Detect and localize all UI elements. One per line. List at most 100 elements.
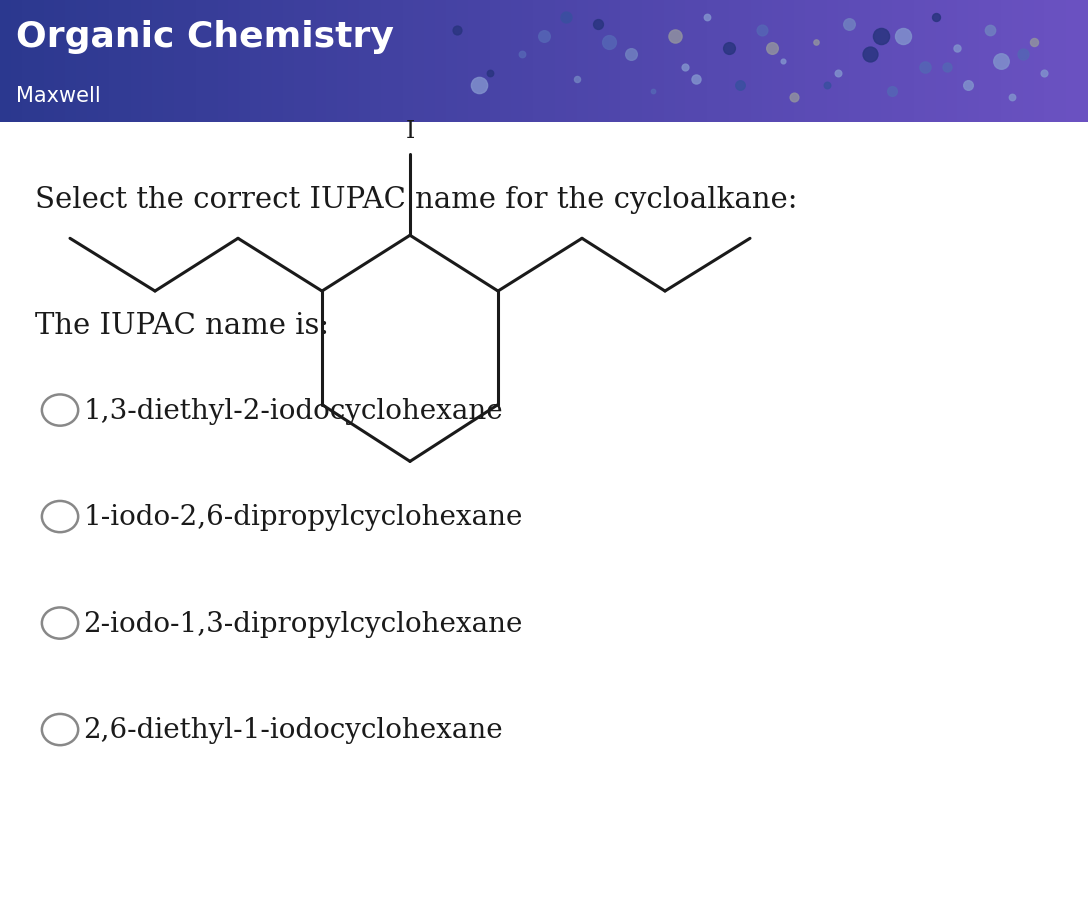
FancyBboxPatch shape [348,0,359,123]
FancyBboxPatch shape [457,0,468,123]
FancyBboxPatch shape [326,0,337,123]
FancyBboxPatch shape [272,0,283,123]
FancyBboxPatch shape [566,0,577,123]
FancyBboxPatch shape [533,0,544,123]
FancyBboxPatch shape [185,0,196,123]
FancyBboxPatch shape [979,0,990,123]
FancyBboxPatch shape [675,0,685,123]
FancyBboxPatch shape [903,0,914,123]
FancyBboxPatch shape [33,0,44,123]
FancyBboxPatch shape [435,0,446,123]
FancyBboxPatch shape [664,0,675,123]
FancyBboxPatch shape [196,0,207,123]
FancyBboxPatch shape [0,0,11,123]
FancyBboxPatch shape [152,0,163,123]
FancyBboxPatch shape [174,0,185,123]
FancyBboxPatch shape [631,0,642,123]
FancyBboxPatch shape [11,0,22,123]
FancyBboxPatch shape [1034,0,1044,123]
FancyBboxPatch shape [316,0,326,123]
Text: 2-iodo-1,3-dipropylcyclohexane: 2-iodo-1,3-dipropylcyclohexane [83,609,522,637]
FancyBboxPatch shape [479,0,490,123]
FancyBboxPatch shape [131,0,141,123]
FancyBboxPatch shape [1055,0,1066,123]
FancyBboxPatch shape [218,0,228,123]
FancyBboxPatch shape [892,0,903,123]
FancyBboxPatch shape [827,0,838,123]
FancyBboxPatch shape [261,0,272,123]
Text: 1,3-diethyl-2-iodocyclohexane: 1,3-diethyl-2-iodocyclohexane [83,397,503,425]
FancyBboxPatch shape [740,0,751,123]
FancyBboxPatch shape [283,0,294,123]
FancyBboxPatch shape [250,0,261,123]
FancyBboxPatch shape [22,0,33,123]
FancyBboxPatch shape [141,0,152,123]
FancyBboxPatch shape [881,0,892,123]
FancyBboxPatch shape [54,0,65,123]
FancyBboxPatch shape [925,0,936,123]
FancyBboxPatch shape [163,0,174,123]
FancyBboxPatch shape [588,0,598,123]
FancyBboxPatch shape [718,0,729,123]
FancyBboxPatch shape [696,0,707,123]
FancyBboxPatch shape [860,0,870,123]
FancyBboxPatch shape [544,0,555,123]
Text: Select the correct IUPAC name for the cycloalkane:: Select the correct IUPAC name for the cy… [35,186,798,214]
Text: Organic Chemistry: Organic Chemistry [16,20,394,54]
FancyBboxPatch shape [620,0,631,123]
FancyBboxPatch shape [403,0,413,123]
FancyBboxPatch shape [522,0,533,123]
FancyBboxPatch shape [555,0,566,123]
FancyBboxPatch shape [849,0,860,123]
FancyBboxPatch shape [968,0,979,123]
FancyBboxPatch shape [816,0,827,123]
FancyBboxPatch shape [44,0,54,123]
FancyBboxPatch shape [838,0,849,123]
FancyBboxPatch shape [511,0,522,123]
FancyBboxPatch shape [751,0,762,123]
Text: 2,6-diethyl-1-iodocyclohexane: 2,6-diethyl-1-iodocyclohexane [83,716,503,743]
FancyBboxPatch shape [381,0,392,123]
FancyBboxPatch shape [729,0,740,123]
FancyBboxPatch shape [805,0,816,123]
FancyBboxPatch shape [370,0,381,123]
FancyBboxPatch shape [772,0,783,123]
FancyBboxPatch shape [87,0,98,123]
FancyBboxPatch shape [957,0,968,123]
FancyBboxPatch shape [1001,0,1012,123]
FancyBboxPatch shape [359,0,370,123]
FancyBboxPatch shape [598,0,609,123]
FancyBboxPatch shape [1066,0,1077,123]
FancyBboxPatch shape [1023,0,1034,123]
FancyBboxPatch shape [500,0,511,123]
FancyBboxPatch shape [936,0,947,123]
FancyBboxPatch shape [990,0,1001,123]
FancyBboxPatch shape [870,0,881,123]
FancyBboxPatch shape [642,0,653,123]
FancyBboxPatch shape [294,0,305,123]
FancyBboxPatch shape [207,0,218,123]
FancyBboxPatch shape [609,0,620,123]
FancyBboxPatch shape [707,0,718,123]
FancyBboxPatch shape [685,0,696,123]
FancyBboxPatch shape [76,0,87,123]
FancyBboxPatch shape [120,0,131,123]
FancyBboxPatch shape [468,0,479,123]
FancyBboxPatch shape [392,0,403,123]
FancyBboxPatch shape [794,0,805,123]
FancyBboxPatch shape [947,0,957,123]
FancyBboxPatch shape [783,0,794,123]
Text: Maxwell: Maxwell [16,86,101,106]
FancyBboxPatch shape [65,0,76,123]
FancyBboxPatch shape [109,0,120,123]
FancyBboxPatch shape [239,0,250,123]
FancyBboxPatch shape [762,0,772,123]
FancyBboxPatch shape [446,0,457,123]
FancyBboxPatch shape [1077,0,1088,123]
FancyBboxPatch shape [914,0,925,123]
Text: The IUPAC name is:: The IUPAC name is: [35,312,329,340]
FancyBboxPatch shape [228,0,239,123]
FancyBboxPatch shape [424,0,435,123]
Text: I: I [406,120,415,143]
FancyBboxPatch shape [413,0,424,123]
